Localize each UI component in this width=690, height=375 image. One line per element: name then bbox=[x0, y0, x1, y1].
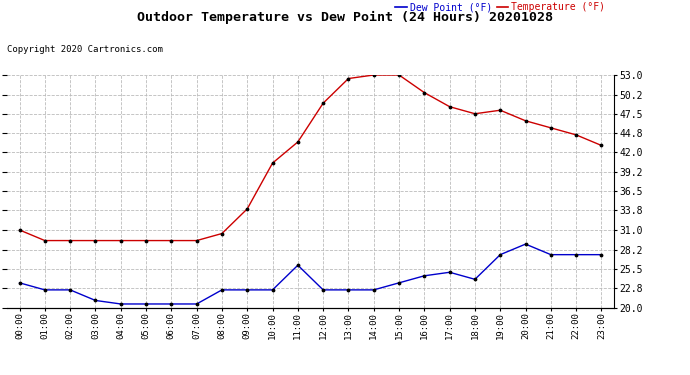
Legend: Dew Point (°F), Temperature (°F): Dew Point (°F), Temperature (°F) bbox=[391, 0, 609, 16]
Text: Outdoor Temperature vs Dew Point (24 Hours) 20201028: Outdoor Temperature vs Dew Point (24 Hou… bbox=[137, 11, 553, 24]
Text: Copyright 2020 Cartronics.com: Copyright 2020 Cartronics.com bbox=[7, 45, 163, 54]
